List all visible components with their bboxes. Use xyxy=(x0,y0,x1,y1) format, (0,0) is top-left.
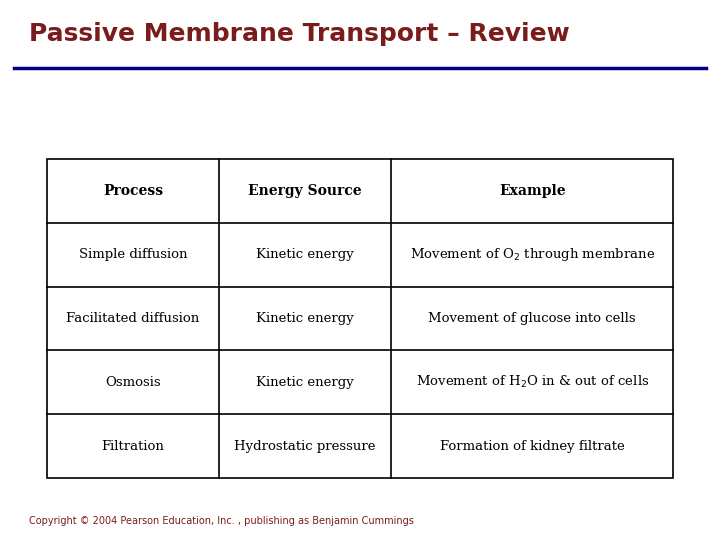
Text: Filtration: Filtration xyxy=(102,440,164,453)
Text: Energy Source: Energy Source xyxy=(248,184,362,198)
Text: Movement of H$_2$O in & out of cells: Movement of H$_2$O in & out of cells xyxy=(415,374,649,390)
Text: Movement of O$_2$ through membrane: Movement of O$_2$ through membrane xyxy=(410,246,655,264)
Text: Copyright © 2004 Pearson Education, Inc. , publishing as Benjamin Cummings: Copyright © 2004 Pearson Education, Inc.… xyxy=(29,516,414,526)
Text: Kinetic energy: Kinetic energy xyxy=(256,376,354,389)
Text: Process: Process xyxy=(103,184,163,198)
Text: Example: Example xyxy=(499,184,566,198)
Text: Hydrostatic pressure: Hydrostatic pressure xyxy=(235,440,376,453)
Text: Osmosis: Osmosis xyxy=(105,376,161,389)
Text: Simple diffusion: Simple diffusion xyxy=(78,248,187,261)
Text: Formation of kidney filtrate: Formation of kidney filtrate xyxy=(440,440,625,453)
Text: Movement of glucose into cells: Movement of glucose into cells xyxy=(428,312,636,325)
Bar xyxy=(47,159,673,478)
Text: Facilitated diffusion: Facilitated diffusion xyxy=(66,312,199,325)
Text: Passive Membrane Transport – Review: Passive Membrane Transport – Review xyxy=(29,22,570,45)
Text: Kinetic energy: Kinetic energy xyxy=(256,312,354,325)
Text: Kinetic energy: Kinetic energy xyxy=(256,248,354,261)
